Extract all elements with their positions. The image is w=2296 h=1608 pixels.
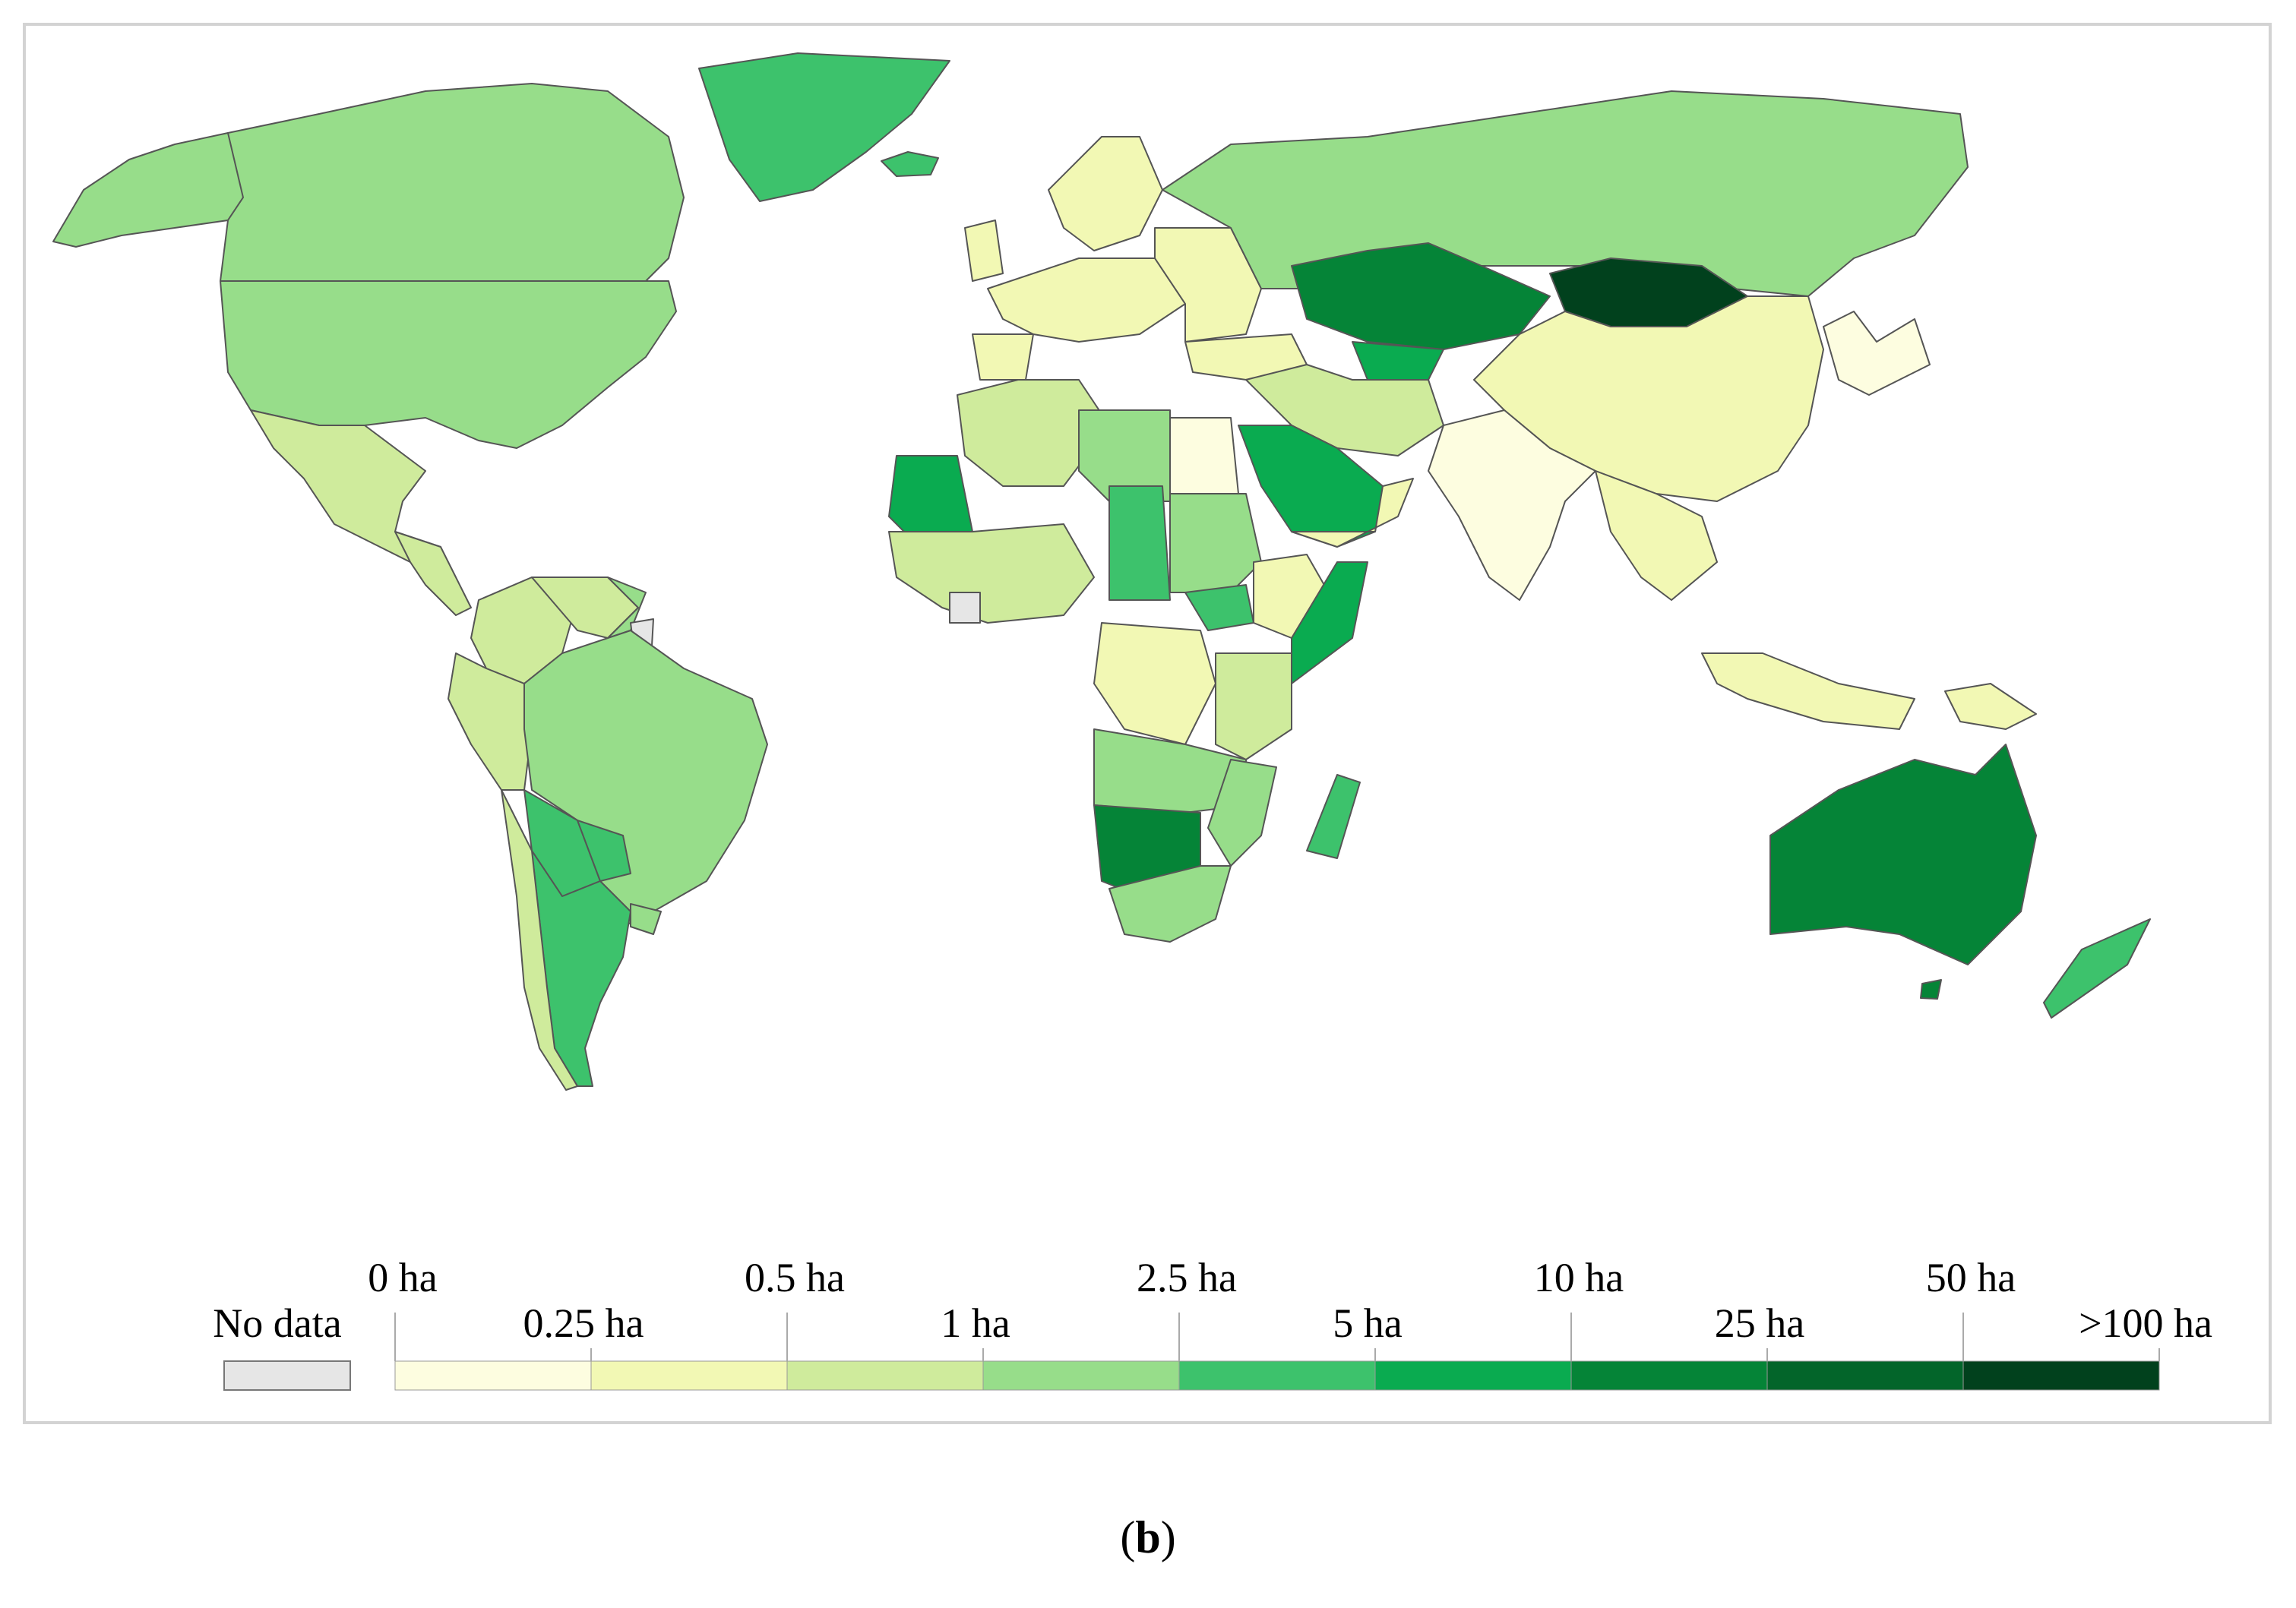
legend-bin-4 (1178, 1360, 1376, 1391)
region-chad-niger (1108, 485, 1171, 601)
legend-upper-label-4: 50 ha (1926, 1255, 2016, 1300)
region-australia (1769, 744, 2037, 965)
region-central-africa (1093, 622, 1216, 745)
legend-bin-1 (590, 1360, 788, 1391)
figure-caption: (b) (0, 1512, 2296, 1564)
legend-lower-label-1: 1 ha (941, 1300, 1010, 1346)
region-scandinavia (1048, 136, 1163, 251)
legend-color-scale (394, 1360, 2160, 1391)
region-madagascar (1306, 774, 1361, 859)
legend-lower-label-3: 25 ha (1715, 1300, 1805, 1346)
legend-upper-label-0: 0 ha (368, 1255, 438, 1300)
region-alaska (52, 132, 251, 248)
legend-lower-labels: 0.25 ha 1 ha 5 ha 25 ha >100 ha (523, 1300, 2213, 1346)
region-central-asia (1352, 341, 1444, 381)
legend-bin-6 (1570, 1360, 1768, 1391)
legend-upper-label-2: 2.5 ha (1137, 1255, 1237, 1300)
region-south-sudan (1184, 584, 1254, 631)
legend-lower-label-2: 5 ha (1333, 1300, 1403, 1346)
figure-frame (23, 23, 2272, 1424)
legend-upper-labels: 0 ha 0.5 ha 2.5 ha 10 ha 50 ha (368, 1255, 2016, 1300)
region-southern-africa (1108, 865, 1232, 943)
region-central-america (394, 531, 472, 616)
caption-letter: b (1135, 1512, 1161, 1562)
legend-upper-label-1: 0.5 ha (745, 1255, 845, 1300)
region-papua-new-guinea (1944, 683, 2037, 730)
region-kazakhstan (1291, 242, 1551, 350)
region-korea-japan (1823, 311, 1931, 396)
region-iceland (881, 151, 939, 177)
region-yemen-oman (1291, 478, 1414, 548)
legend: No data 0 ha 0.5 ha 2.5 ha 10 ha 50 ha 0.25 … (213, 1255, 2213, 1391)
region-new-zealand (2043, 918, 2151, 1019)
caption-close: ) (1160, 1512, 1176, 1562)
region-russia (1162, 90, 1969, 297)
legend-bin-5 (1374, 1360, 1572, 1391)
region-somalia (1291, 561, 1368, 684)
region-guinea-coast (949, 592, 981, 624)
caption-open: ( (1120, 1512, 1136, 1562)
legend-bin-2 (786, 1360, 984, 1391)
region-east-africa (1215, 652, 1292, 760)
region-uk (964, 220, 1004, 282)
legend-no-data-swatch (223, 1360, 351, 1391)
legend-lower-label-0: 0.25 ha (523, 1300, 644, 1346)
region-india (1428, 409, 1596, 601)
legend-ticks (394, 1313, 2160, 1361)
region-western-europe (987, 257, 1186, 343)
region-brazil (523, 630, 768, 927)
region-mozambique (1207, 759, 1277, 867)
region-indonesia (1701, 652, 1915, 730)
legend-bin-0 (394, 1360, 592, 1391)
legend-bin-8 (1962, 1360, 2160, 1391)
region-sudan (1169, 493, 1262, 593)
region-canada (220, 83, 685, 305)
legend-bin-7 (1766, 1360, 1964, 1391)
region-paraguay (577, 820, 631, 882)
region-greenland (698, 52, 950, 202)
legend-lower-label-4: >100 ha (2079, 1300, 2212, 1346)
legend-upper-label-3: 10 ha (1534, 1255, 1624, 1300)
region-egypt (1169, 417, 1239, 494)
region-tasmania (1920, 979, 1942, 1000)
region-west-africa (888, 523, 1095, 624)
region-iberia (972, 333, 1034, 381)
region-chile (501, 789, 578, 1091)
legend-no-data-label: No data (213, 1300, 341, 1346)
legend-bin-3 (982, 1360, 1180, 1391)
region-southeast-asia (1595, 470, 1718, 601)
region-uruguay (630, 903, 662, 935)
